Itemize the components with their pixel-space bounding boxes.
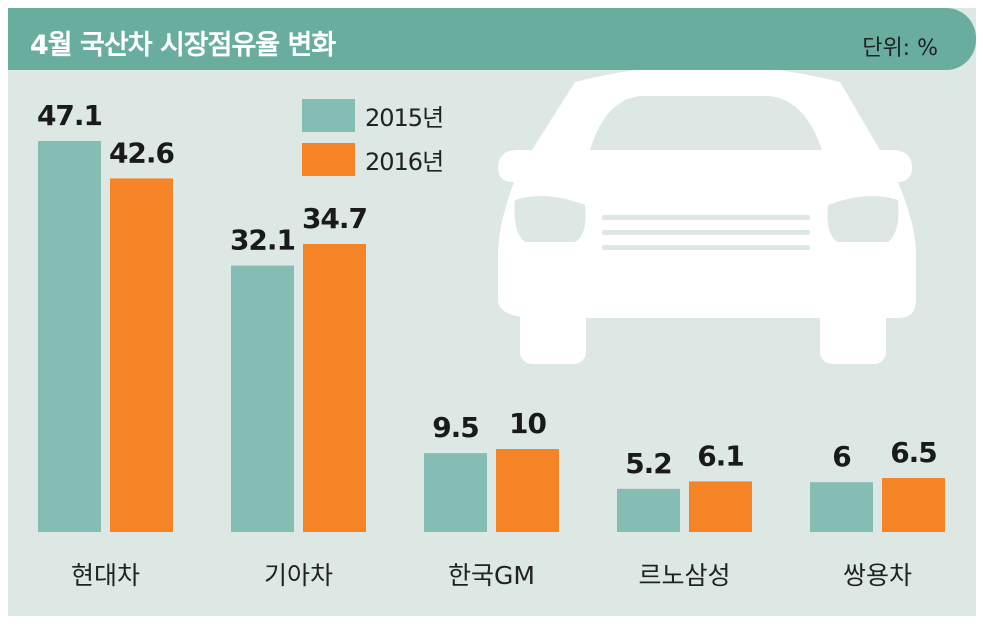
- data-label-2016-4: 6.5: [890, 436, 937, 469]
- unit-label: 단위: %: [862, 36, 938, 61]
- legend-swatch-2015: [302, 98, 355, 132]
- bar-2015-0: [38, 141, 101, 532]
- bar-2015-4: [810, 482, 873, 532]
- bar-2016-3: [689, 481, 752, 532]
- data-label-2015-0: 47.1: [37, 99, 102, 132]
- chart-title: 4월 국산차 시장점유율 변화: [30, 30, 336, 61]
- legend-label-2016: 2016년: [365, 147, 444, 176]
- bar-2016-4: [882, 478, 945, 532]
- bar-2016-2: [496, 449, 559, 532]
- data-label-2015-2: 9.5: [432, 411, 479, 444]
- bar-2015-2: [424, 453, 487, 532]
- legend-label-2015: 2015년: [365, 103, 444, 132]
- category-label-2: 한국GM: [448, 561, 535, 590]
- data-label-2016-2: 10: [509, 407, 546, 440]
- data-label-2015-4: 6: [832, 440, 850, 473]
- category-label-1: 기아차: [264, 561, 333, 590]
- data-label-2016-1: 34.7: [302, 202, 367, 235]
- data-label-2015-1: 32.1: [230, 224, 295, 257]
- data-label-2016-0: 42.6: [109, 136, 174, 169]
- category-label-0: 현대차: [71, 561, 140, 590]
- bar-2015-3: [617, 488, 680, 532]
- title-bar: 4월 국산차 시장점유율 변화 단위: %: [8, 8, 976, 70]
- legend-item-2015: 2015년: [302, 93, 444, 137]
- category-label-4: 쌍용차: [843, 561, 912, 590]
- bar-2015-1: [231, 265, 294, 532]
- data-label-2016-3: 6.1: [697, 439, 744, 472]
- legend-swatch-2016: [302, 142, 355, 176]
- category-label-3: 르노삼성: [638, 561, 730, 590]
- legend: 2015년 2016년: [302, 93, 444, 181]
- legend-item-2016: 2016년: [302, 137, 444, 181]
- bar-2016-1: [303, 243, 366, 533]
- bar-2016-0: [110, 178, 173, 533]
- data-label-2015-3: 5.2: [625, 447, 672, 480]
